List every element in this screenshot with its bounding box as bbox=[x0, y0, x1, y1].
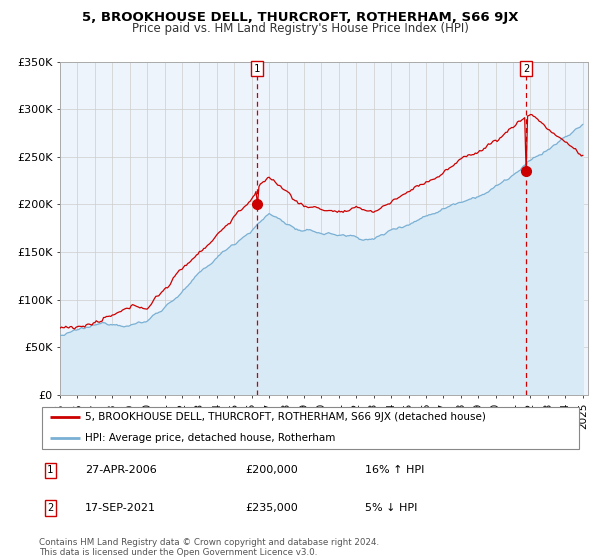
Text: £200,000: £200,000 bbox=[245, 465, 298, 475]
Text: 5, BROOKHOUSE DELL, THURCROFT, ROTHERHAM, S66 9JX: 5, BROOKHOUSE DELL, THURCROFT, ROTHERHAM… bbox=[82, 11, 518, 24]
Text: 2: 2 bbox=[47, 503, 53, 513]
Text: 2: 2 bbox=[523, 63, 529, 73]
Text: 17-SEP-2021: 17-SEP-2021 bbox=[85, 503, 156, 513]
FancyBboxPatch shape bbox=[42, 407, 579, 449]
Text: Price paid vs. HM Land Registry's House Price Index (HPI): Price paid vs. HM Land Registry's House … bbox=[131, 22, 469, 35]
Text: 16% ↑ HPI: 16% ↑ HPI bbox=[365, 465, 424, 475]
Text: HPI: Average price, detached house, Rotherham: HPI: Average price, detached house, Roth… bbox=[85, 433, 335, 444]
Text: 5% ↓ HPI: 5% ↓ HPI bbox=[365, 503, 417, 513]
Text: 27-APR-2006: 27-APR-2006 bbox=[85, 465, 157, 475]
Text: £235,000: £235,000 bbox=[245, 503, 298, 513]
Text: 1: 1 bbox=[254, 63, 260, 73]
Text: Contains HM Land Registry data © Crown copyright and database right 2024.
This d: Contains HM Land Registry data © Crown c… bbox=[39, 538, 379, 557]
Text: 1: 1 bbox=[47, 465, 53, 475]
Text: 5, BROOKHOUSE DELL, THURCROFT, ROTHERHAM, S66 9JX (detached house): 5, BROOKHOUSE DELL, THURCROFT, ROTHERHAM… bbox=[85, 412, 486, 422]
